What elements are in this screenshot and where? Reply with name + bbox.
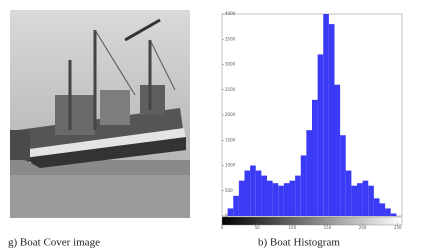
- y-tick-label: 3500: [225, 36, 236, 41]
- bar: [261, 176, 267, 216]
- y-tick-label: 4000: [225, 11, 236, 16]
- bar: [329, 24, 335, 216]
- bar: [228, 208, 234, 216]
- chart-caption: b) Boat Histogram: [258, 237, 340, 249]
- bar: [351, 186, 357, 216]
- bar: [385, 208, 391, 216]
- y-tick-label: 2500: [225, 87, 236, 92]
- boat-image: [10, 10, 190, 218]
- figure: g) Boat Cover image b) Boat Histogram 0 5…: [0, 0, 421, 250]
- bar: [340, 135, 346, 216]
- bar: [306, 130, 312, 216]
- bar: [245, 171, 251, 216]
- bar: [312, 100, 318, 216]
- bar: [256, 171, 262, 216]
- x-tick-label: 150: [324, 225, 332, 230]
- bar: [278, 186, 284, 216]
- bar: [273, 183, 279, 216]
- page: g) Boat Cover image b) Boat Histogram 0 5…: [0, 0, 421, 250]
- bar: [233, 196, 239, 216]
- bar: [301, 155, 307, 216]
- x-tick-label: 250: [394, 225, 402, 230]
- y-tick-label: 3000: [225, 62, 236, 67]
- bar: [239, 181, 245, 216]
- y-tick-label: 2000: [225, 112, 236, 117]
- bar: [368, 186, 374, 216]
- bar: [335, 85, 341, 216]
- bar: [391, 213, 397, 216]
- bar: [374, 198, 380, 216]
- bar: [290, 181, 296, 216]
- y-tick-label: 1000: [225, 163, 236, 168]
- bar: [346, 171, 352, 216]
- y-tick-label: 500: [225, 188, 233, 193]
- bar: [363, 181, 369, 216]
- bar: [284, 183, 290, 216]
- bar: [318, 54, 324, 216]
- x-tick-label: 100: [288, 225, 296, 230]
- bar: [323, 14, 329, 216]
- bar: [267, 181, 273, 216]
- x-tick-label: 200: [359, 225, 367, 230]
- bar: [357, 183, 363, 216]
- x-tick-label: 0: [221, 225, 224, 230]
- bar: [295, 176, 301, 216]
- bar: [380, 203, 386, 216]
- colorbar: [222, 217, 402, 225]
- y-tick-label: 1500: [225, 137, 236, 142]
- x-tick-label: 50: [255, 225, 261, 230]
- bar: [250, 166, 256, 217]
- image-caption: g) Boat Cover image: [8, 237, 100, 249]
